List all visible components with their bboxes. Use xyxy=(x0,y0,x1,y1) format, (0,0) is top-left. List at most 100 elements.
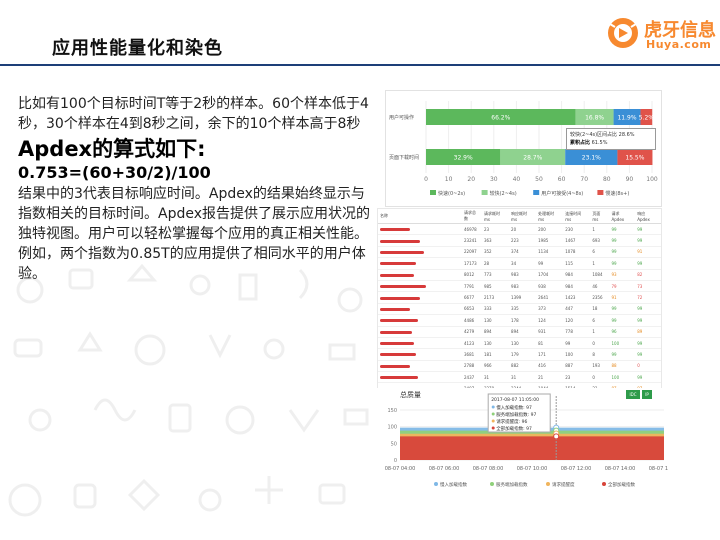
table-cell: 88 xyxy=(609,360,636,373)
table-cell: 130 xyxy=(481,314,510,327)
table-cell: 693 xyxy=(590,234,610,247)
table-header-cell[interactable]: 请求 Apdex xyxy=(609,209,636,224)
crosshair-point xyxy=(553,433,560,440)
table-cell: 4123 xyxy=(462,337,482,350)
x-tick-label: 0 xyxy=(424,176,428,183)
bar-category-label: 用户可操作 xyxy=(389,114,414,121)
table-header-cell[interactable]: 名称 xyxy=(378,209,462,224)
table-row[interactable]: 3681 181 179 171 100 8 99 99 xyxy=(378,348,661,361)
table-cell: 984 xyxy=(563,269,591,281)
legend-entry: 请求提醒度 xyxy=(552,481,575,488)
table-cell: 91 xyxy=(635,246,661,259)
bar-segment xyxy=(565,149,618,165)
table-cell: 1423 xyxy=(563,291,591,304)
table-cell: 2788 xyxy=(462,360,482,373)
tooltip-dot xyxy=(491,426,495,430)
table-cell: 99 xyxy=(609,223,636,236)
table-cell: 4486 xyxy=(462,314,482,327)
table-cell: 99 xyxy=(635,303,661,316)
table-cell: 7791 xyxy=(462,280,482,293)
table-header-cell[interactable]: 连接时间 ms xyxy=(563,209,591,224)
x-tick-label: 08-07 16:00 xyxy=(649,466,668,472)
table-cell: 93 xyxy=(609,269,636,281)
table-cell xyxy=(378,223,462,236)
table-row[interactable]: 46978 23 20 200 230 1 99 99 xyxy=(378,223,661,236)
bar-segment xyxy=(426,149,501,165)
table-header-cell[interactable]: 处理耗时 ms xyxy=(536,209,564,224)
bar-data-label: 11.9% xyxy=(617,115,636,122)
table-cell: 1704 xyxy=(536,269,564,281)
table-cell: 0 xyxy=(635,360,661,373)
table-cell: 115 xyxy=(563,257,591,270)
legend-swatch xyxy=(481,190,488,195)
table-header-cell[interactable]: 响应耗时 ms xyxy=(509,209,537,224)
table-cell: 894 xyxy=(509,326,537,338)
table-cell: 79 xyxy=(609,280,636,293)
idc-button[interactable]: IDC xyxy=(626,390,640,399)
tiger-logo-icon xyxy=(608,18,638,48)
x-tick-label: 90 xyxy=(626,176,634,183)
table-cell: 87 xyxy=(635,382,661,389)
table-header-cell[interactable]: 页面 ms xyxy=(590,209,610,224)
table-row[interactable]: 2437 31 31 21 23 0 100 99 xyxy=(378,371,661,384)
table-row[interactable]: 24073279224410441514238787 xyxy=(378,382,661,389)
table-header-cell[interactable]: 请求耗时 ms xyxy=(481,209,510,224)
table-cell: 2641 xyxy=(536,291,564,304)
table-cell: 1985 xyxy=(536,234,564,247)
table-row[interactable]: 8012 773 983 1704 984 1084 93 82 xyxy=(378,269,661,281)
legend-entry: 服务端加载指数 xyxy=(496,481,528,488)
legend-entry: 全部加载指数 xyxy=(608,481,635,488)
table-cell: 1084 xyxy=(590,269,610,281)
table-cell xyxy=(378,337,462,350)
y-tick-label: 50 xyxy=(391,441,397,447)
table-row[interactable]: 4123 130 130 81 99 0 100 99 xyxy=(378,337,661,350)
table-cell: 1134 xyxy=(536,246,564,259)
table-cell: 20 xyxy=(509,223,537,236)
bar-data-label: 28.7% xyxy=(523,155,542,162)
ip-button[interactable]: IP xyxy=(642,390,652,399)
table-cell: 2407 xyxy=(462,382,482,389)
table-row[interactable]: 17173 28 34 99 115 1 99 99 xyxy=(378,257,661,270)
table-row[interactable]: 7791 985 983 938 984 46 79 73 xyxy=(378,280,661,293)
table-header-cell[interactable]: 响应 Apdex xyxy=(635,209,661,224)
table-cell: 887 xyxy=(563,360,591,373)
y-tick-label: 150 xyxy=(387,408,397,414)
table-cell: 100 xyxy=(609,337,636,350)
table-row[interactable]: 4486 130 178 124 120 6 99 99 xyxy=(378,314,661,327)
table-cell: 46 xyxy=(590,280,610,293)
table-cell: 99 xyxy=(635,223,661,236)
x-tick-label: 50 xyxy=(535,176,543,183)
table-cell: 91 xyxy=(609,291,636,304)
bar-segment xyxy=(617,149,653,165)
table-cell: 99 xyxy=(635,371,661,384)
bar-segment xyxy=(613,109,641,125)
table-cell: 983 xyxy=(509,269,537,281)
table-cell xyxy=(378,246,462,259)
table-row[interactable]: 2788 966 882 416 887 193 88 0 xyxy=(378,360,661,373)
body-text: 比如有100个目标时间T等于2秒的样本。60个样本低于4秒，30个样本在4到8秒… xyxy=(18,94,378,284)
tooltip-label2: 累积占比 xyxy=(570,140,591,146)
table-row[interactable]: 4279 894 894 931 778 1 96 89 xyxy=(378,326,661,338)
table-cell: 34 xyxy=(509,257,537,270)
table-row[interactable]: 22097 352 374 1134 1078 6 99 91 xyxy=(378,246,661,259)
table-cell: 1 xyxy=(590,257,610,270)
table-row[interactable]: 6653 333 335 373 447 18 99 99 xyxy=(378,303,661,316)
table-cell: 4279 xyxy=(462,326,482,338)
redacted-url-mark xyxy=(380,353,416,357)
table-cell: 1078 xyxy=(563,246,591,259)
table-row[interactable]: 23241 363 223 1985 1467 693 99 99 xyxy=(378,234,661,247)
x-tick-label: 60 xyxy=(558,176,566,183)
table-cell: 99 xyxy=(635,234,661,247)
bar-segment xyxy=(500,149,566,165)
table-cell: 130 xyxy=(481,337,510,350)
table-cell: 333 xyxy=(481,303,510,316)
logo-text-cn: 虎牙信息 xyxy=(644,20,716,41)
area-chart-svg: 0 50 100 150 08-07 04:00 08-07 06:00 08-07 08:… xyxy=(385,393,679,488)
table-header-cell[interactable]: 请求总数 xyxy=(462,209,482,224)
table-row[interactable]: 6677 2173 1399 2641 1423 2356 91 72 xyxy=(378,291,661,304)
x-tick-label: 08-07 06:00 xyxy=(429,466,460,472)
table-cell: 99 xyxy=(609,348,636,361)
legend-swatch xyxy=(430,190,436,195)
table-cell: 8 xyxy=(590,348,610,361)
